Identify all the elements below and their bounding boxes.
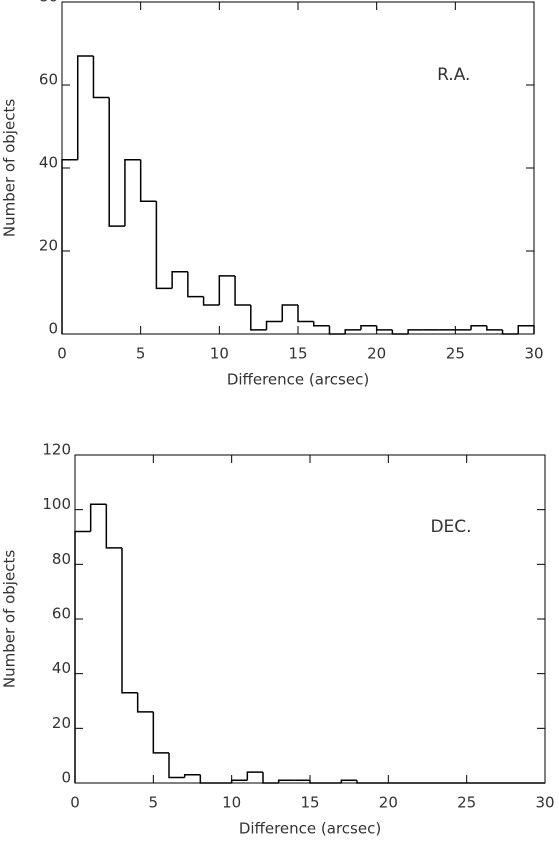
histogram-bin (391, 329, 409, 335)
y-tick-label: 40 (52, 659, 71, 677)
x-tick-label: 5 (149, 794, 159, 812)
x-axis-label: Difference (arcsec) (227, 371, 369, 389)
y-tick-label: 20 (52, 714, 71, 732)
y-tick-label: 0 (61, 769, 71, 787)
histogram-bin (124, 158, 141, 227)
x-tick-label: 20 (367, 345, 386, 363)
histogram-bin (218, 275, 236, 305)
histogram-bin (517, 324, 535, 334)
y-tick-label: 0 (48, 320, 58, 338)
y-tick-label: 80 (39, 0, 58, 6)
y-axis-label: Number of objects (1, 550, 19, 688)
histogram-bin (407, 329, 424, 334)
annotation: R.A. (437, 65, 470, 85)
histogram-bin (183, 774, 201, 778)
x-axis-label: Difference (arcsec) (239, 820, 381, 838)
histogram-bin (152, 711, 169, 754)
y-tick-label: 120 (42, 441, 71, 459)
histogram-bin (246, 771, 263, 781)
histogram-bin (168, 752, 185, 779)
histogram-bin (297, 304, 314, 323)
annotation: DEC. (430, 517, 471, 537)
histogram-bin (187, 271, 204, 298)
histogram-bin (89, 503, 107, 532)
y-tick-label: 20 (39, 237, 58, 255)
x-tick-label: 0 (57, 345, 67, 363)
histogram-bin (470, 324, 487, 330)
plot-frame (61, 1, 535, 335)
histogram-bin (486, 325, 503, 331)
histogram-bin (281, 304, 298, 322)
histogram-bin (344, 329, 361, 334)
x-tick-label: 0 (70, 794, 80, 812)
y-tick-label: 100 (42, 495, 71, 513)
histogram-bin (360, 324, 377, 330)
histogram-bin (309, 780, 326, 784)
x-tick-label: 5 (136, 345, 146, 363)
y-axis-label: Number of objects (1, 99, 19, 237)
histogram-bin (234, 275, 251, 306)
histogram-bin (250, 304, 267, 331)
histogram-bin (202, 296, 220, 306)
histogram-bin (340, 779, 357, 783)
histogram-bin (74, 530, 91, 783)
plot-frame (74, 454, 546, 784)
x-tick-label: 15 (300, 794, 319, 812)
y-tick-label: 40 (39, 154, 58, 172)
y-tick-label: 60 (39, 71, 58, 89)
histogram-bin (312, 321, 330, 327)
histogram-bin (375, 325, 393, 331)
histogram-bin (108, 97, 125, 227)
x-tick-label: 25 (457, 794, 476, 812)
y-tick-label: 80 (52, 550, 71, 568)
histogram-bin (265, 320, 283, 330)
histogram-bin (328, 325, 346, 335)
histogram-bin (199, 774, 216, 784)
histogram-bin (277, 779, 295, 783)
x-tick-label: 15 (288, 345, 307, 363)
histogram-bin (76, 55, 94, 160)
histogram-bin (136, 692, 154, 713)
histogram-bin (155, 201, 173, 290)
histogram-bin (171, 271, 188, 289)
histogram-bin (92, 55, 110, 99)
x-tick-label: 10 (222, 794, 241, 812)
x-tick-label: 10 (210, 345, 229, 363)
x-tick-label: 20 (379, 794, 398, 812)
x-tick-label: 30 (524, 345, 543, 363)
histogram-bin (121, 547, 138, 694)
y-tick-label: 60 (52, 605, 71, 623)
histogram-bin (501, 329, 519, 335)
x-tick-label: 30 (535, 794, 554, 812)
histogram-bin (139, 159, 157, 202)
histogram-bin (356, 780, 373, 784)
histogram-bin (262, 772, 279, 784)
x-tick-label: 25 (446, 345, 465, 363)
histogram-bin (230, 779, 248, 783)
histogram-bin (105, 504, 122, 549)
histogram-bin (61, 158, 78, 334)
